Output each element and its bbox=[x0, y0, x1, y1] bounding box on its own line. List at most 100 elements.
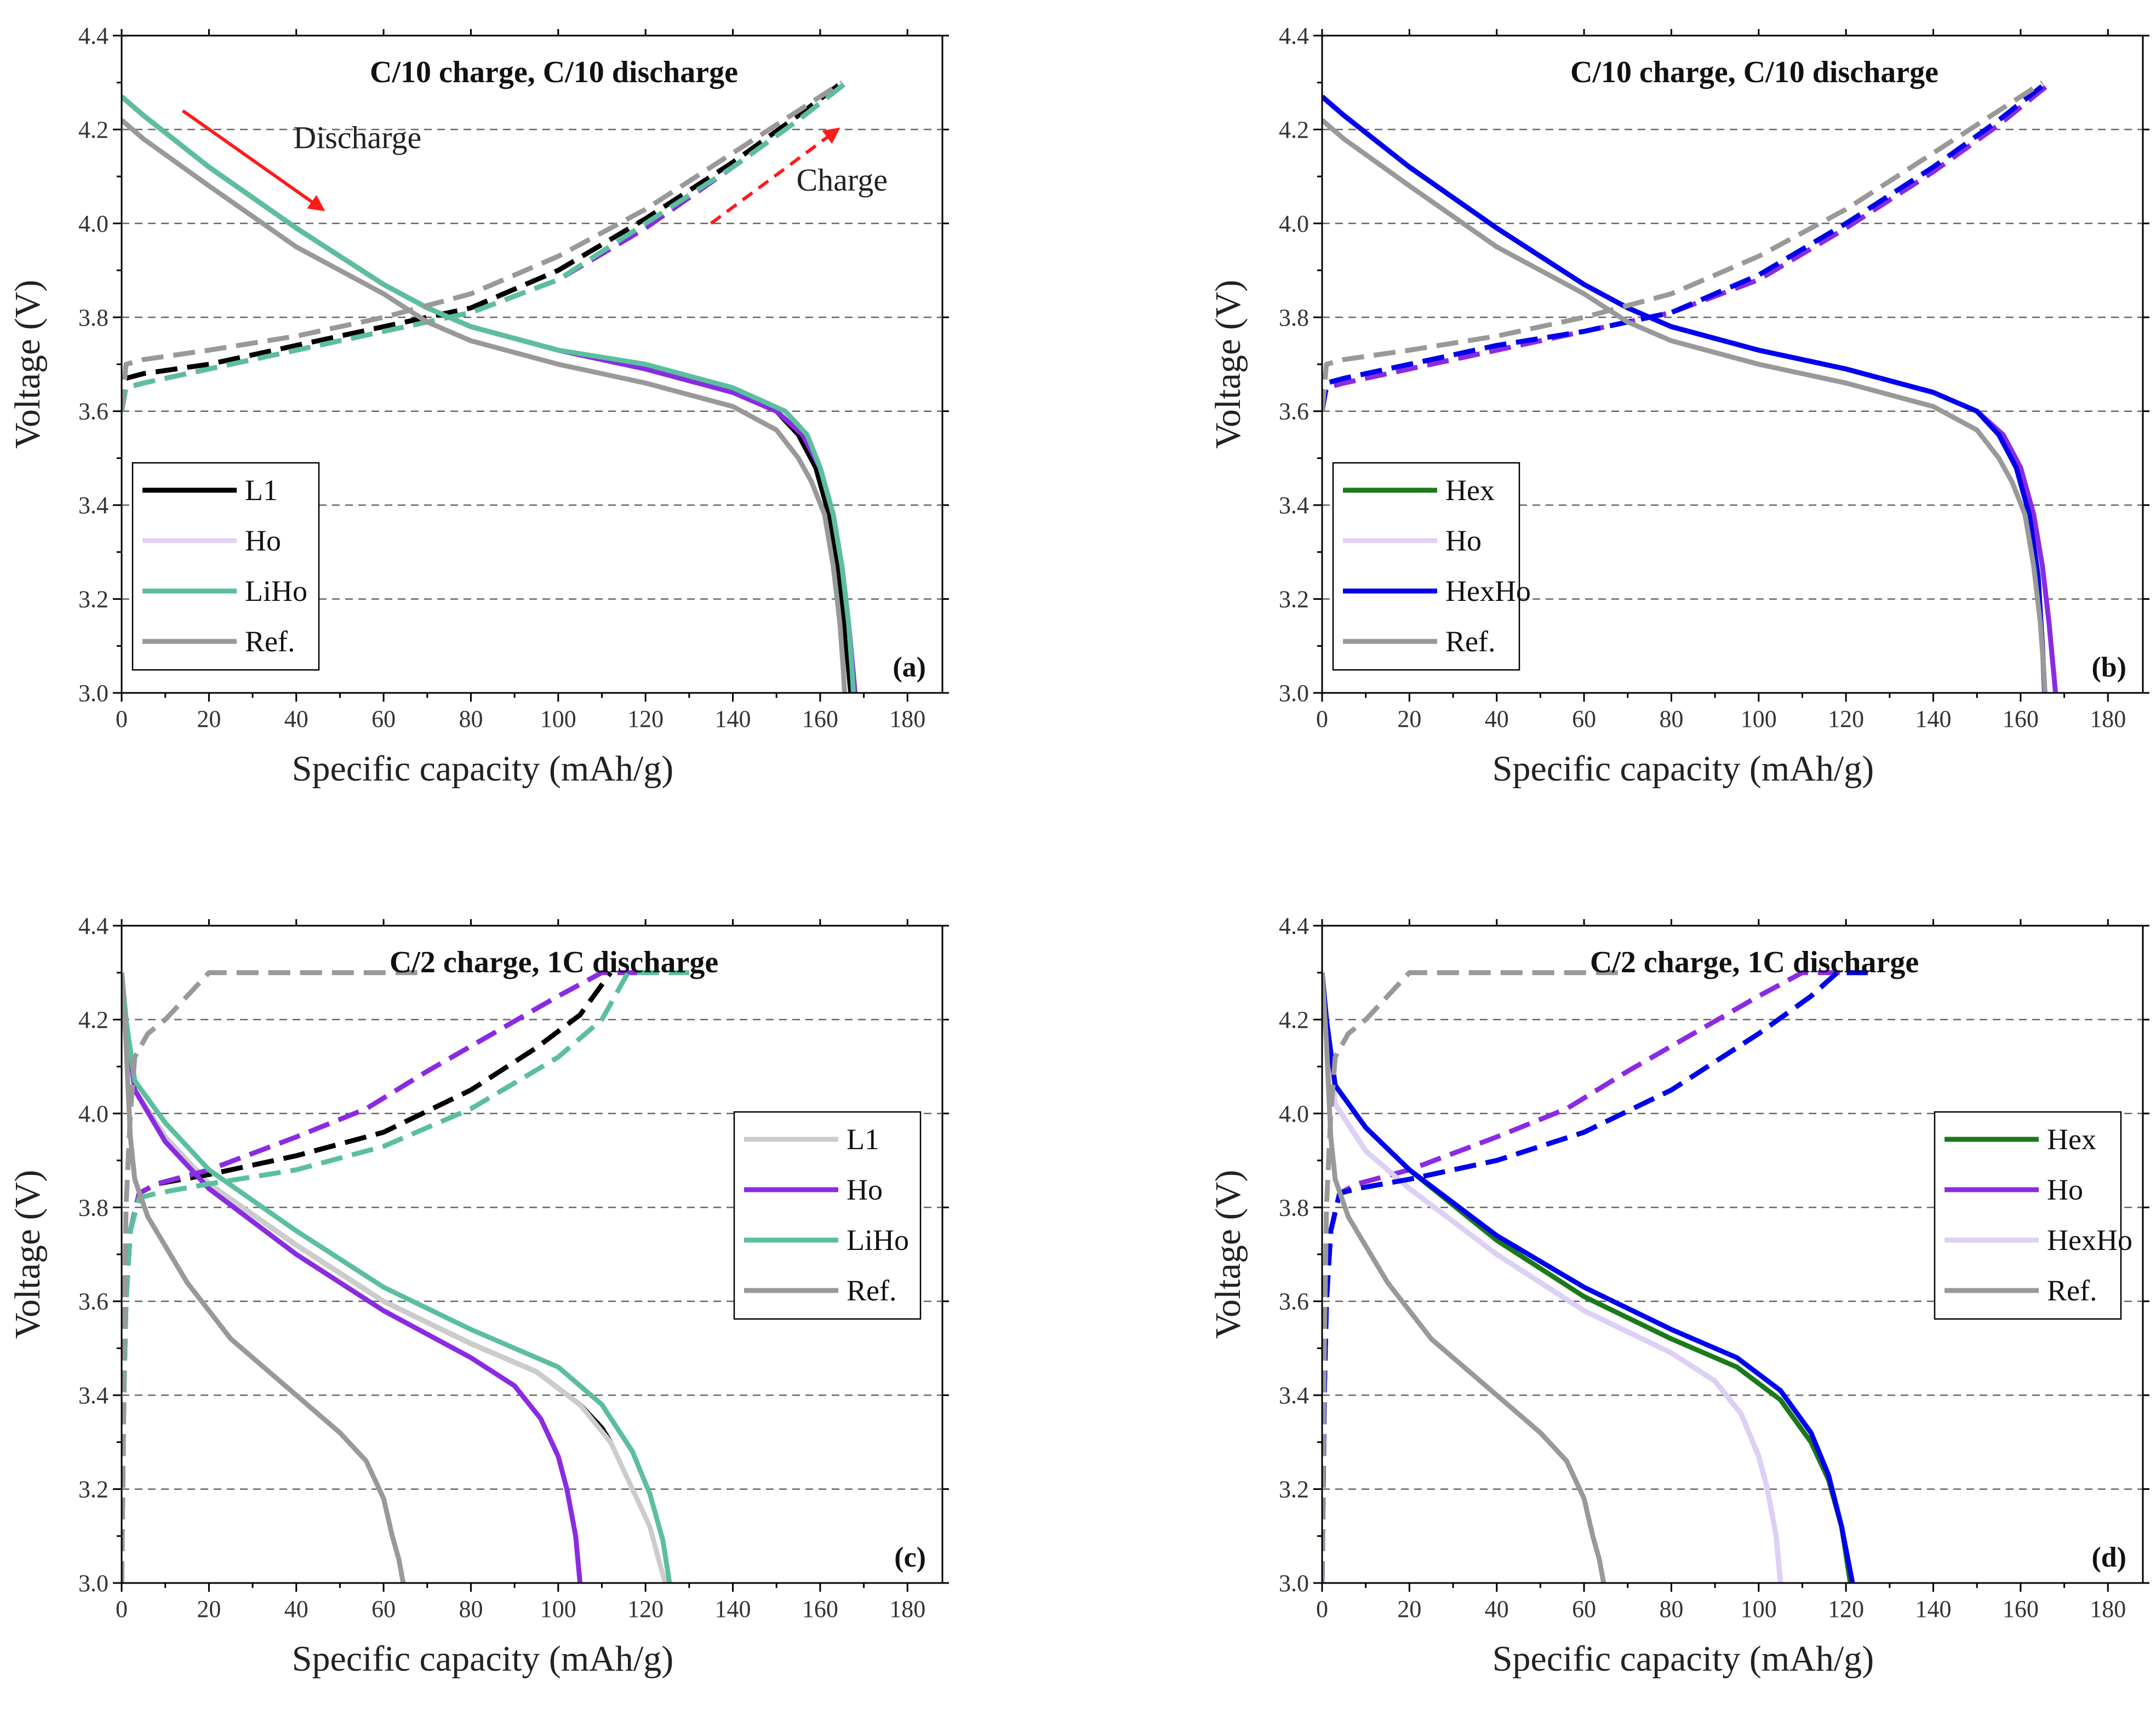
legend-label: Hex bbox=[1445, 474, 1495, 507]
x-tick-label: 140 bbox=[1915, 705, 1952, 732]
y-tick-label: 3.6 bbox=[78, 1288, 108, 1315]
panel-label: (c) bbox=[894, 1542, 926, 1573]
x-tick-label: 80 bbox=[459, 1596, 483, 1622]
x-tick-label: 60 bbox=[1572, 1596, 1596, 1622]
x-tick-label: 140 bbox=[1915, 1596, 1952, 1622]
legend-label: LiHo bbox=[847, 1224, 909, 1257]
y-tick-label: 3.8 bbox=[1279, 1194, 1309, 1221]
legend-label: Ref. bbox=[245, 625, 295, 658]
x-tick-label: 100 bbox=[1741, 1596, 1777, 1622]
x-tick-label: 20 bbox=[1397, 705, 1421, 732]
y-tick-label: 3.6 bbox=[78, 398, 108, 425]
x-tick-label: 80 bbox=[459, 705, 483, 732]
y-axis-title: Voltage (V) bbox=[1208, 1170, 1248, 1339]
x-tick-label: 100 bbox=[540, 705, 576, 732]
series-group bbox=[122, 80, 858, 693]
x-tick-label: 140 bbox=[715, 1596, 751, 1622]
series-group bbox=[1322, 970, 1868, 1583]
legend-box bbox=[1332, 462, 1520, 671]
x-axis-title: Specific capacity (mAh/g) bbox=[292, 749, 673, 789]
legend-label: L1 bbox=[245, 474, 278, 507]
y-tick-label: 3.4 bbox=[78, 1382, 108, 1409]
legend-label: HexHo bbox=[2047, 1224, 2132, 1257]
y-tick-label: 4.2 bbox=[78, 1006, 108, 1033]
annotation-arrow-1 bbox=[710, 127, 840, 225]
series-line-ref-dashed bbox=[1322, 80, 2044, 412]
x-tick-label: 60 bbox=[371, 705, 396, 732]
x-tick-label: 0 bbox=[1316, 1596, 1328, 1622]
x-axis-title: Specific capacity (mAh/g) bbox=[292, 1639, 673, 1679]
x-tick-label: 0 bbox=[1316, 705, 1328, 732]
chart-panel-1: 0 20 40 60 80 100 120 140 160 180 3.0 3.2 3.4 3.6 3.8 4… bbox=[8, 22, 949, 789]
legend-label: Ho bbox=[1445, 524, 1482, 557]
x-tick-label: 0 bbox=[116, 705, 128, 732]
y-tick-label: 4.4 bbox=[1279, 913, 1309, 939]
legend-label: LiHo bbox=[245, 575, 307, 607]
legend-box bbox=[733, 1111, 922, 1320]
series-line-l1-dashed bbox=[122, 971, 613, 1583]
legend-label: HexHo bbox=[1445, 575, 1531, 607]
x-tick-label: 180 bbox=[2090, 1596, 2126, 1622]
y-tick-label: 3.0 bbox=[1279, 680, 1309, 707]
y-tick-label: 3.0 bbox=[78, 1570, 108, 1597]
legend-label: Ho bbox=[847, 1173, 883, 1206]
legend: L1 Ho LiHo Ref. bbox=[733, 1111, 922, 1320]
x-axis-title: Specific capacity (mAh/g) bbox=[1492, 749, 1874, 789]
series-line-liho-solid bbox=[122, 972, 672, 1583]
y-tick-label: 3.0 bbox=[78, 680, 108, 707]
chart-panel-2: 0 20 40 60 80 100 120 140 160 180 3.0 3.2 3.4 3.6 3.8 4… bbox=[1208, 22, 2149, 789]
x-tick-label: 60 bbox=[1572, 705, 1596, 732]
y-tick-label: 4.2 bbox=[1279, 1006, 1309, 1033]
y-tick-label: 3.0 bbox=[1279, 1570, 1309, 1597]
x-tick-label: 60 bbox=[371, 1596, 396, 1622]
y-tick-label: 3.6 bbox=[1279, 398, 1309, 425]
series-line-l1-dashed bbox=[122, 81, 844, 412]
x-tick-label: 40 bbox=[284, 1596, 308, 1622]
x-tick-label: 80 bbox=[1659, 705, 1683, 732]
legend-box bbox=[131, 462, 320, 671]
chart-panel-3: 0 20 40 60 80 100 120 140 160 180 3.0 3.2 3.4 3.6 3.8 4… bbox=[8, 913, 949, 1679]
legend-label: Hex bbox=[2047, 1123, 2096, 1156]
y-tick-label: 4.0 bbox=[1279, 210, 1309, 237]
panel-label: (b) bbox=[2091, 652, 2126, 683]
x-tick-label: 120 bbox=[1828, 705, 1864, 732]
y-tick-label: 3.2 bbox=[78, 586, 108, 613]
series-line-hexho-solid bbox=[1322, 972, 1855, 1583]
x-tick-label: 160 bbox=[802, 1596, 838, 1622]
series-line-ho-solid bbox=[122, 972, 583, 1583]
series-line-ref-solid bbox=[1322, 972, 1606, 1583]
x-tick-label: 20 bbox=[197, 705, 221, 732]
x-tick-label: 40 bbox=[1485, 705, 1509, 732]
x-tick-label: 100 bbox=[540, 1596, 576, 1622]
series-line-hexho-solid bbox=[1322, 94, 2048, 693]
x-tick-label: 20 bbox=[197, 1596, 221, 1622]
x-axis-title: Specific capacity (mAh/g) bbox=[1492, 1639, 1874, 1679]
y-tick-label: 3.8 bbox=[78, 304, 108, 331]
y-tick-label: 3.4 bbox=[1279, 1382, 1309, 1409]
chart-panel-4: 0 20 40 60 80 100 120 140 160 180 3.0 3.2 3.4 3.6 3.8 4… bbox=[1208, 913, 2149, 1679]
x-tick-label: 100 bbox=[1741, 705, 1777, 732]
y-tick-label: 4.2 bbox=[78, 116, 108, 143]
x-tick-label: 140 bbox=[715, 705, 751, 732]
x-tick-label: 160 bbox=[802, 705, 838, 732]
series-group bbox=[1322, 80, 2058, 693]
x-tick-label: 160 bbox=[2003, 705, 2039, 732]
series-line-liho-dashed bbox=[122, 970, 689, 1583]
series-line-liho-solid bbox=[122, 94, 856, 693]
series-line-hexho-solid bbox=[1322, 972, 1783, 1583]
legend-label: Ho bbox=[2047, 1173, 2083, 1206]
y-axis-title: Voltage (V) bbox=[8, 280, 48, 449]
legend-box bbox=[1934, 1111, 2122, 1320]
x-tick-label: 120 bbox=[1828, 1596, 1864, 1622]
y-tick-label: 4.2 bbox=[1279, 116, 1309, 143]
x-tick-label: 160 bbox=[2003, 1596, 2039, 1622]
chart-title: C/10 charge, C/10 discharge bbox=[370, 55, 738, 89]
y-tick-label: 4.0 bbox=[1279, 1100, 1309, 1127]
x-tick-label: 20 bbox=[1397, 1596, 1421, 1622]
y-tick-label: 4.0 bbox=[78, 1100, 108, 1127]
y-tick-label: 4.4 bbox=[1279, 22, 1309, 49]
legend-label: Ref. bbox=[2047, 1274, 2097, 1307]
